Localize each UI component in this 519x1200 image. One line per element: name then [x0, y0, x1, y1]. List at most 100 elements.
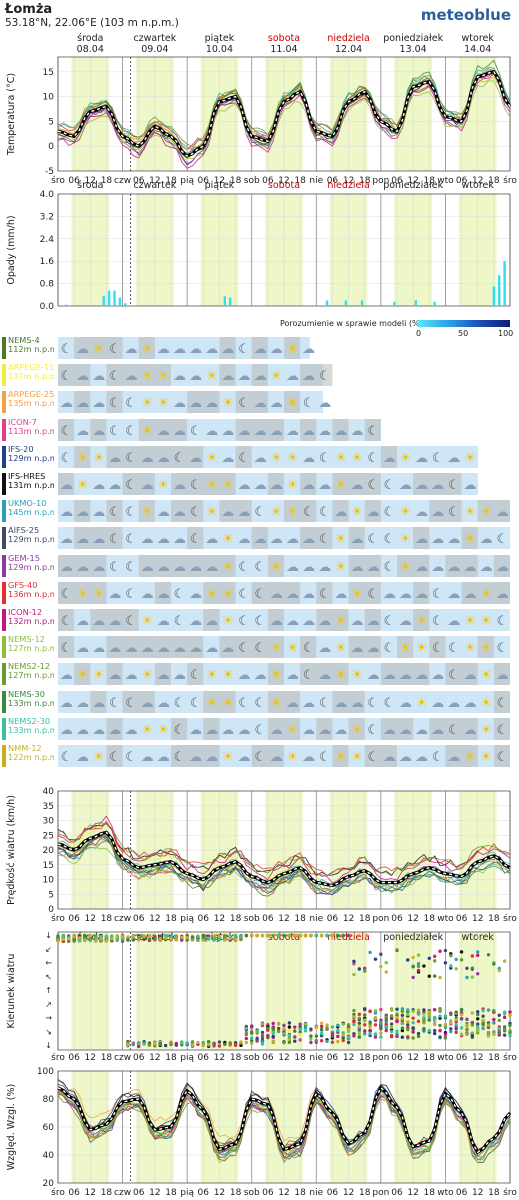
cloud-cover-shade: [90, 418, 107, 441]
day-date-label: 14.04: [464, 44, 491, 55]
model-label[interactable]: GEM-15 129m n.p.m: [2, 554, 54, 578]
sun-icon: ☀: [141, 369, 153, 384]
x-tick-label: 12: [343, 176, 354, 186]
model-label[interactable]: NEMS-12 127m n.p.m: [2, 635, 54, 659]
cloud-icon: ☁: [205, 532, 218, 547]
model-label[interactable]: UKMO-10 145m n.p.m: [2, 499, 54, 523]
wind-direction-point: [352, 1008, 356, 1013]
cloud-icon: ☁: [496, 505, 509, 520]
cloud-icon: ☁: [415, 750, 428, 765]
wind-direction-point: [260, 1034, 265, 1038]
day-name-label: niedziela: [327, 180, 369, 191]
wind-direction-point: [346, 1035, 351, 1039]
model-label[interactable]: ICON-7 113m n.p.m: [2, 418, 54, 442]
cloud-cover-shade: [187, 391, 204, 414]
moon-icon: ☾: [384, 505, 396, 520]
cloud-cover-shade: [413, 527, 430, 550]
wind-direction-point: [476, 953, 480, 958]
cloud-icon: ☁: [302, 478, 315, 493]
day-name-label: czwartek: [133, 180, 176, 191]
model-label[interactable]: NMM-12 122m n.p.m: [2, 744, 54, 768]
cloud-icon: ☁: [238, 723, 251, 738]
model-icon-strip: ☁ ☀ ☁ ☁ ☾ ☁ ☀ ☁ ☾ ☀ ☀ ☁ ☁ ☁ ☀ ☁ ☁ ☀ ☁ ☾ ☾ ☁ ☁ ☁ ☾ ☁: [58, 473, 477, 495]
cloud-icon: ☁: [173, 424, 186, 439]
model-icon-strip: ☾ ☁ ☁ ☁ ☁ ☁ ☁ ☁ ☁ ☁ ☁ ☾ ☾ ☀ ☀ ☾ ☁ ☀ ☁ ☁ ☾ ☀ ☀ ☾ ☾ ☀ ☀ ☾: [58, 636, 508, 659]
cloud-cover-shade: [251, 337, 268, 359]
wind-direction-point: [459, 1032, 464, 1037]
cloud-icon: ☁: [270, 396, 283, 411]
day-date-label: 11.04: [270, 44, 297, 55]
cloud-cover-shade: [106, 337, 123, 359]
wind-direction-point: [233, 1043, 238, 1047]
cloud-icon: ☁: [238, 750, 251, 765]
model-label[interactable]: NEMS-4 112m n.p.m: [2, 336, 54, 360]
wind-direction-point: [352, 1020, 356, 1024]
cloud-cover-shade: [284, 337, 301, 359]
cloud-cover-shade: [316, 663, 333, 686]
wind-direction-point: [432, 954, 437, 959]
y-tick-label: 1.6: [40, 257, 55, 267]
model-label[interactable]: IFS-20 129m n.p.m: [2, 445, 54, 469]
cloud-icon: ☁: [205, 342, 218, 357]
wind-direction-point: [309, 933, 313, 938]
wind-direction-point: [454, 1022, 458, 1027]
model-color-swatch: [2, 364, 6, 387]
wind-direction-point: [389, 1008, 394, 1012]
wind-direction-point: [379, 1007, 383, 1012]
moon-icon: ☾: [190, 696, 202, 711]
wind-direction-point: [217, 1044, 222, 1048]
cloud-cover-shade: [251, 581, 268, 604]
sun-icon: ☀: [222, 614, 234, 629]
wind-direction-point: [438, 1023, 442, 1028]
x-tick-label: 18: [101, 1188, 113, 1198]
wind-direction-point: [411, 975, 415, 980]
wind-direction-point: [384, 1015, 388, 1020]
y-tick-label: 30: [43, 817, 55, 827]
cloud-cover-shade: [203, 609, 220, 631]
cloud-icon: ☁: [286, 587, 299, 602]
wind-direction-point: [352, 1022, 356, 1027]
x-tick-label: 18: [165, 1053, 177, 1063]
cloud-cover-shade: [90, 527, 107, 550]
model-label[interactable]: ICON-12 132m n.p.m: [2, 608, 54, 632]
cloud-cover-shade: [187, 500, 204, 523]
wind-direction-point: [88, 938, 92, 943]
model-label[interactable]: NEMS2-12 127m n.p.m: [2, 662, 54, 686]
cloud-cover-shade: [267, 636, 284, 659]
model-label[interactable]: IFS-HRES 131m n.p.m: [2, 472, 54, 496]
cloud-icon: ☁: [367, 668, 380, 683]
wind-direction-point: [389, 1033, 394, 1038]
model-label[interactable]: AIFS-25 129m n.p.m: [2, 526, 54, 550]
wind-direction-point: [217, 1040, 222, 1044]
cloud-cover-shade: [445, 500, 462, 523]
wind-direction-point: [395, 1029, 399, 1034]
model-label[interactable]: NEMS2-30 133m n.p.m: [2, 717, 54, 741]
moon-icon: ☾: [367, 696, 379, 711]
cloud-cover-shade: [267, 554, 284, 577]
moon-icon: ☾: [109, 369, 121, 384]
wind-direction-chart: środaczwartekpiąteksobotaniedzielaponied…: [6, 931, 517, 1063]
cloud-icon: ☁: [351, 560, 364, 575]
model-label[interactable]: NEMS-30 133m n.p.m: [2, 690, 54, 714]
moon-icon: ☾: [448, 641, 460, 656]
precip-bar: [492, 286, 496, 306]
brand-logo[interactable]: meteoblue: [420, 6, 511, 24]
x-tick-label: 18: [101, 1053, 113, 1063]
wind-direction-point: [411, 1016, 415, 1020]
wind-direction-point: [266, 933, 270, 938]
wind-direction-point: [250, 1031, 254, 1035]
model-label[interactable]: GFS-40 136m n.p.m: [2, 581, 54, 605]
wind-direction-point: [346, 1029, 351, 1034]
model-elevation: 135m n.p.m: [8, 399, 54, 409]
wind-direction-point: [454, 1030, 458, 1035]
sun-icon: ☀: [335, 614, 347, 629]
wind-direction-point: [271, 1034, 275, 1039]
x-tick-label: 18: [294, 914, 306, 924]
cloud-icon: ☁: [141, 451, 154, 466]
model-name: ARPEGE-25: [8, 390, 54, 400]
model-label[interactable]: ARPEGE-25 135m n.p.m: [2, 390, 54, 414]
moon-icon: ☾: [384, 696, 396, 711]
model-label[interactable]: ARPEGE-11 137m n.p.m: [2, 363, 54, 387]
wind-direction-point: [411, 1036, 415, 1040]
wind-direction-point: [432, 959, 437, 963]
